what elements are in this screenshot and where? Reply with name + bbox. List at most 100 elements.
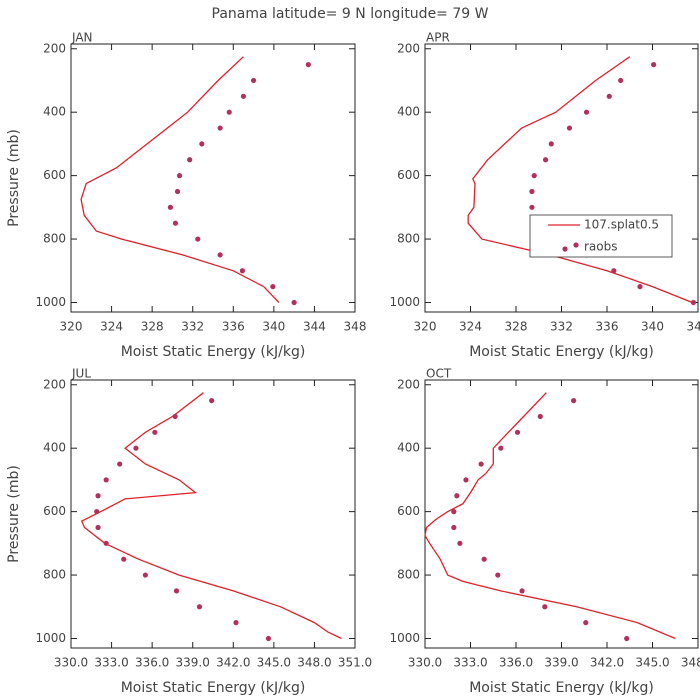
profile-point <box>542 604 548 610</box>
profile-point <box>217 125 223 131</box>
profile-point <box>606 93 612 99</box>
profile-line <box>424 392 676 640</box>
profile-point <box>103 540 109 546</box>
x-tick-label: 348 <box>344 320 367 334</box>
x-tick-label: 339.0 <box>544 656 578 670</box>
profile-point <box>172 220 179 226</box>
x-tick-label: 342.0 <box>216 656 250 670</box>
y-tick-label: 600 <box>43 504 66 518</box>
y-tick-label: 600 <box>397 168 420 182</box>
y-tick-label: 800 <box>397 232 420 246</box>
profile-point <box>571 398 577 404</box>
x-tick-label: 344 <box>687 320 700 334</box>
y-tick-label: 1000 <box>35 295 66 309</box>
profile-point <box>95 524 101 531</box>
profile-point <box>174 188 181 195</box>
y-tick-label: 400 <box>43 441 66 455</box>
profile-point <box>209 398 215 404</box>
x-tick-label: 336.0 <box>499 656 533 670</box>
profile-point <box>463 477 469 483</box>
profile-point <box>611 268 617 274</box>
x-axis-label: Moist Static Energy (kJ/kg) <box>469 344 654 360</box>
x-tick-label: 336 <box>222 320 245 334</box>
x-tick-label: 320 <box>60 320 83 334</box>
profile-point <box>250 77 257 84</box>
y-tick-label: 200 <box>397 377 420 391</box>
profile-point <box>133 445 139 451</box>
profile-point <box>529 204 535 210</box>
x-tick-label: 328 <box>505 320 528 334</box>
y-axis-label: Pressure (mb) <box>6 129 22 227</box>
x-tick-label: 328 <box>141 320 164 334</box>
y-tick-label: 1000 <box>389 631 420 645</box>
profile-point <box>542 157 549 163</box>
profile-point <box>519 588 525 594</box>
y-tick-label: 800 <box>43 568 66 582</box>
profile-point <box>172 413 178 420</box>
profile-point <box>457 540 463 546</box>
x-tick-label: 330.0 <box>54 656 88 670</box>
profile-point <box>583 109 590 115</box>
profile-point <box>103 477 109 483</box>
y-tick-label: 1000 <box>389 295 420 309</box>
x-axis-label: Moist Static Energy (kJ/kg) <box>121 680 306 696</box>
profile-point <box>196 604 203 610</box>
y-tick-label: 200 <box>43 377 66 391</box>
profile-point <box>291 299 297 306</box>
x-tick-label: 332 <box>550 320 573 334</box>
panel-label: OCT <box>426 367 452 381</box>
profile-point <box>233 620 239 626</box>
profile-point <box>531 173 537 179</box>
x-tick-label: 345.0 <box>635 656 669 670</box>
profile-line <box>467 56 693 304</box>
x-tick-label: 336.0 <box>135 656 169 670</box>
profile-point <box>187 157 193 163</box>
profile-point <box>498 445 504 451</box>
y-axis-label: Pressure (mb) <box>6 465 22 563</box>
profile-point <box>305 62 311 68</box>
panel-label: JAN <box>71 31 93 45</box>
profile-point <box>514 429 521 435</box>
profile-point <box>226 109 232 115</box>
x-tick-label: 330.0 <box>408 656 442 670</box>
y-tick-label: 200 <box>397 41 420 55</box>
profile-point <box>495 572 501 578</box>
profile-point <box>265 635 272 642</box>
x-tick-label: 340 <box>262 320 285 334</box>
profile-point <box>583 620 589 626</box>
legend-box <box>529 214 673 258</box>
x-tick-label: 324 <box>100 320 123 334</box>
profile-point <box>167 204 173 210</box>
legend-label: raobs <box>584 240 618 254</box>
profile-point <box>94 509 100 515</box>
plot-frame <box>424 379 699 649</box>
profile-point <box>121 556 127 562</box>
x-tick-label: 320 <box>414 320 437 334</box>
figure-title: Panama latitude= 9 N longitude= 79 W <box>212 6 489 22</box>
x-tick-label: 333.0 <box>453 656 487 670</box>
legend-point <box>573 242 579 248</box>
x-tick-label: 324 <box>459 320 482 334</box>
y-tick-label: 400 <box>397 441 420 455</box>
profile-point <box>651 62 657 68</box>
profile-point <box>451 524 457 531</box>
profile-point <box>95 493 101 499</box>
x-axis-label: Moist Static Energy (kJ/kg) <box>469 680 654 696</box>
x-tick-label: 345.0 <box>257 656 291 670</box>
profile-point <box>199 141 205 147</box>
profile-line <box>80 392 342 640</box>
x-tick-label: 351.0 <box>338 656 372 670</box>
y-tick-label: 600 <box>397 504 420 518</box>
plot-frame <box>70 43 356 313</box>
y-tick-label: 800 <box>43 232 66 246</box>
panel-label: APR <box>426 31 450 45</box>
legend-label: 107.splat0.5 <box>584 218 659 232</box>
legend-point <box>562 246 568 252</box>
y-tick-label: 1000 <box>35 631 66 645</box>
x-tick-label: 344 <box>303 320 326 334</box>
profile-line <box>80 56 280 303</box>
profile-point <box>618 77 624 84</box>
profile-point <box>537 413 543 420</box>
profile-point <box>529 188 535 195</box>
